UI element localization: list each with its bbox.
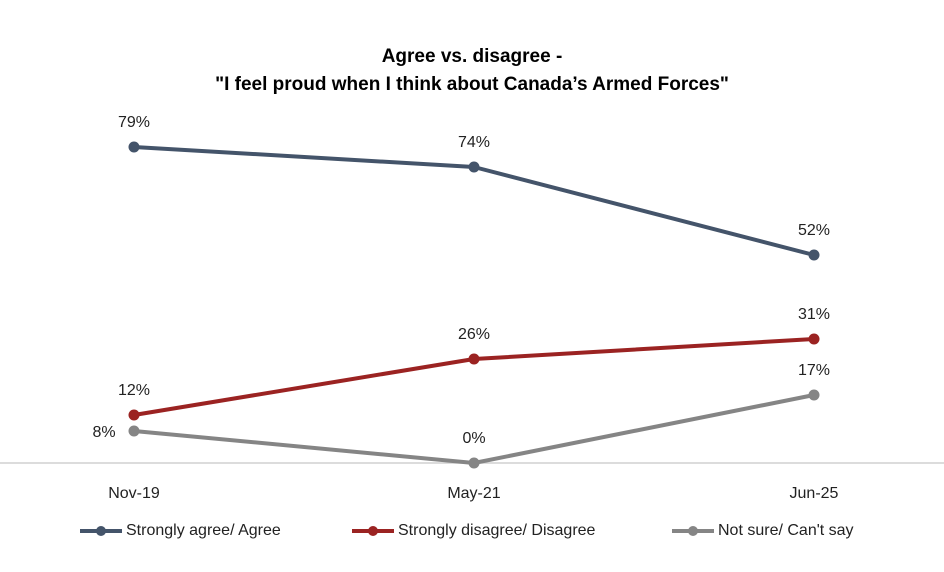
series-line: [133, 393, 815, 465]
data-point: [128, 425, 140, 437]
chart-title-line-1: Agree vs. disagree -: [381, 46, 563, 67]
data-label: 31%: [798, 306, 830, 323]
data-point: [468, 161, 480, 173]
chart-title-line-2: "I feel proud when I think about Canada’…: [215, 74, 729, 95]
x-tick-label: May-21: [447, 485, 500, 502]
data-label: 8%: [92, 424, 115, 441]
legend-label: Not sure/ Can't say: [718, 522, 854, 539]
data-label: 74%: [458, 134, 490, 151]
data-point: [808, 249, 820, 261]
series-line: [133, 337, 815, 417]
legend-marker-icon: [352, 526, 394, 536]
data-point: [468, 457, 480, 469]
legend-item-agree: Strongly agree/ Agree: [78, 522, 281, 540]
data-point: [808, 389, 820, 401]
data-label: 26%: [458, 326, 490, 343]
x-tick-label: Nov-19: [108, 485, 160, 502]
data-point: [128, 409, 140, 421]
legend-marker-icon: [672, 526, 714, 536]
data-label: 0%: [462, 430, 485, 447]
legend-item-not-sure: Not sure/ Can't say: [670, 522, 854, 540]
data-point: [468, 353, 480, 365]
legend-label: Strongly disagree/ Disagree: [398, 522, 596, 539]
legend-marker-icon: [80, 526, 122, 536]
x-tick-label: Jun-25: [790, 485, 839, 502]
data-label: 17%: [798, 362, 830, 379]
line-chart: Nov-19 May-21 Jun-25 79% 74% 52% 12% 26% 31% 8% 0%…: [0, 114, 944, 502]
data-label: 79%: [118, 114, 150, 131]
data-label: 52%: [798, 222, 830, 239]
legend-item-disagree: Strongly disagree/ Disagree: [350, 522, 595, 540]
legend-label: Strongly agree/ Agree: [126, 522, 281, 539]
data-label: 12%: [118, 382, 150, 399]
legend: Strongly agree/ Agree Strongly disagree/…: [0, 522, 944, 548]
data-point: [128, 141, 140, 153]
data-point: [808, 333, 820, 345]
